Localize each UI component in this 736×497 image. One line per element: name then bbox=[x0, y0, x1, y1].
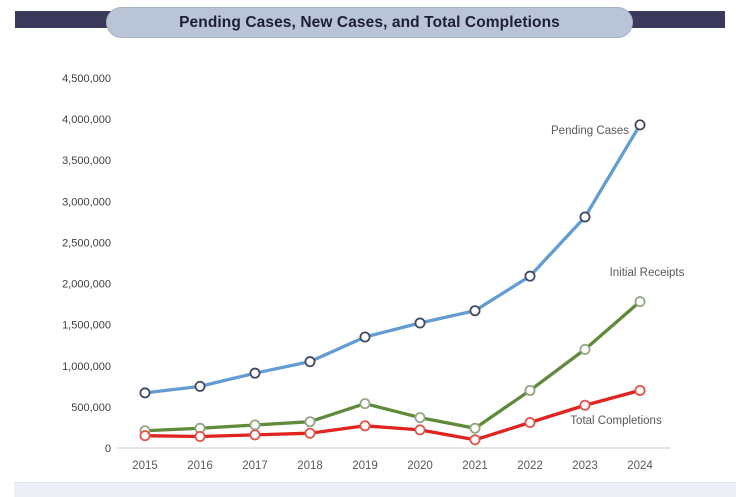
data-point-total-completions bbox=[139, 430, 151, 442]
x-tick-label: 2016 bbox=[187, 460, 213, 472]
y-tick-label: 2,500,000 bbox=[62, 237, 111, 249]
data-point-pending-cases bbox=[414, 317, 426, 329]
data-point-pending-cases bbox=[469, 305, 481, 317]
chart-title: Pending Cases, New Cases, and Total Comp… bbox=[179, 13, 560, 31]
data-point-initial-receipts bbox=[359, 398, 371, 410]
series-line-initial-receipts bbox=[143, 299, 642, 433]
data-point-initial-receipts bbox=[524, 384, 536, 396]
x-tick-label: 2020 bbox=[407, 460, 433, 472]
data-point-total-completions bbox=[634, 384, 646, 396]
x-tick-label: 2024 bbox=[627, 460, 653, 472]
chart-title-pill: Pending Cases, New Cases, and Total Comp… bbox=[106, 7, 633, 38]
series-line-pending-cases bbox=[143, 123, 642, 395]
y-tick-label: 1,500,000 bbox=[62, 320, 111, 332]
data-point-total-completions bbox=[524, 417, 536, 429]
y-tick-label: 3,000,000 bbox=[62, 196, 111, 208]
x-tick-label: 2022 bbox=[517, 460, 543, 472]
line-chart: 0 500,000 1,000,000 1,500,000 2,000,000 2,500… bbox=[62, 73, 685, 472]
data-point-pending-cases bbox=[524, 270, 536, 282]
data-point-pending-cases bbox=[194, 380, 206, 392]
data-point-total-completions bbox=[249, 429, 261, 441]
series-label-total-completions: Total Completions bbox=[570, 415, 662, 427]
data-point-initial-receipts bbox=[304, 416, 316, 428]
y-tick-label: 4,500,000 bbox=[62, 73, 111, 85]
series-label-pending-cases: Pending Cases bbox=[551, 125, 629, 137]
data-point-initial-receipts bbox=[414, 412, 426, 424]
series-label-initial-receipts: Initial Receipts bbox=[610, 267, 685, 279]
data-point-total-completions bbox=[359, 420, 371, 432]
data-point-pending-cases bbox=[139, 387, 151, 399]
y-tick-label: 1,000,000 bbox=[62, 361, 111, 373]
y-tick-label: 2,000,000 bbox=[62, 279, 111, 291]
y-tick-label: 500,000 bbox=[71, 402, 111, 414]
data-point-total-completions bbox=[194, 430, 206, 442]
data-point-pending-cases bbox=[634, 119, 646, 131]
x-tick-label: 2019 bbox=[352, 460, 378, 472]
y-tick-label: 3,500,000 bbox=[62, 155, 111, 167]
data-point-initial-receipts bbox=[469, 422, 481, 434]
data-point-total-completions bbox=[579, 399, 591, 411]
x-tick-label: 2017 bbox=[242, 460, 268, 472]
y-tick-label: 4,000,000 bbox=[62, 114, 111, 126]
data-point-pending-cases bbox=[249, 367, 261, 379]
series-line-total-completions bbox=[143, 388, 642, 442]
data-point-initial-receipts bbox=[249, 419, 261, 431]
data-point-total-completions bbox=[414, 424, 426, 436]
data-point-pending-cases bbox=[359, 331, 371, 343]
x-tick-label: 2021 bbox=[462, 460, 488, 472]
x-tick-label: 2018 bbox=[297, 460, 323, 472]
data-point-total-completions bbox=[304, 427, 316, 439]
y-tick-label: 0 bbox=[105, 443, 111, 455]
data-point-pending-cases bbox=[579, 211, 591, 223]
x-tick-label: 2015 bbox=[132, 460, 158, 472]
footer-bar bbox=[14, 482, 736, 497]
x-tick-label: 2023 bbox=[572, 460, 598, 472]
data-point-initial-receipts bbox=[579, 343, 591, 355]
data-point-initial-receipts bbox=[634, 296, 646, 308]
data-point-pending-cases bbox=[304, 356, 316, 368]
data-point-total-completions bbox=[469, 434, 481, 446]
